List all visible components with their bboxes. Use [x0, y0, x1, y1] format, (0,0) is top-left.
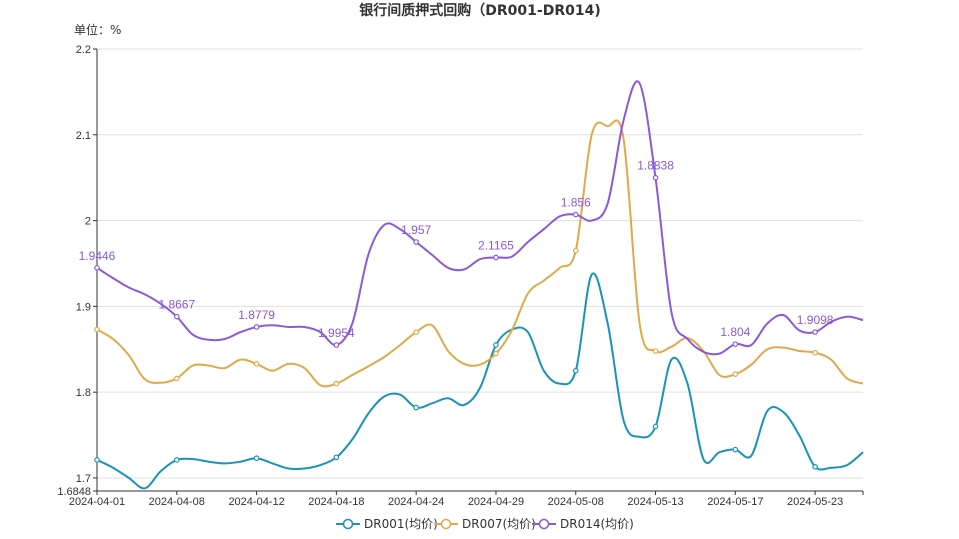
y-tick-label: 1.6848 — [57, 486, 91, 498]
x-tick-label: 2024-05-23 — [787, 496, 843, 508]
data-point — [493, 350, 499, 357]
y-tick-label: 2.1 — [76, 130, 91, 142]
legend-label: DR001(均价) — [364, 517, 438, 531]
series-lines — [96, 80, 864, 490]
legend-item-1[interactable]: DR001(均价) — [336, 517, 438, 531]
data-label: 1.804 — [720, 325, 750, 339]
data-label: 2.1165 — [478, 238, 514, 252]
data-label: 1.8838 — [637, 159, 674, 173]
data-point — [94, 326, 100, 333]
data-point — [732, 446, 739, 453]
data-point — [173, 313, 180, 320]
data-label: 1.856 — [561, 196, 591, 210]
x-tick-label: 2024-04-29 — [468, 496, 524, 508]
series-line-1 — [96, 272, 864, 490]
data-point — [253, 455, 260, 462]
data-point — [812, 464, 818, 470]
data-point — [413, 329, 419, 335]
data-label: 1.9954 — [318, 326, 355, 340]
x-tick-label: 2024-04-12 — [228, 496, 284, 508]
data-point — [413, 404, 419, 411]
legend-marker — [538, 518, 550, 530]
legend-marker — [342, 518, 354, 530]
data-point — [732, 371, 739, 377]
data-point — [732, 341, 739, 347]
data-point — [572, 247, 579, 254]
chart-title: 银行间质押式回购（DR001-DR014) — [359, 2, 600, 19]
legend-item-2[interactable]: DR007(均价) — [434, 517, 536, 531]
data-point — [253, 361, 260, 367]
data-label: 1.8667 — [158, 298, 195, 312]
x-tick-label: 2024-04-18 — [308, 496, 364, 508]
y-tick-label: 1.7 — [76, 473, 91, 485]
series-line-3 — [96, 80, 864, 356]
data-label: 1.957 — [401, 223, 431, 237]
data-point — [652, 174, 659, 181]
x-tick-label: 2024-04-24 — [388, 496, 444, 508]
data-markers — [94, 174, 818, 470]
data-point — [493, 254, 499, 261]
y-tick-label: 2 — [85, 216, 91, 228]
x-tick-label: 2024-04-01 — [69, 496, 125, 508]
legend-marker — [440, 518, 452, 530]
legend-label: DR014(均价) — [560, 517, 634, 531]
data-point — [333, 380, 340, 387]
legend[interactable]: DR001(均价) DR007(均价) DR014(均价) — [336, 517, 634, 531]
data-point — [812, 349, 818, 356]
data-labels: 1.9446 1.8667 1.8779 1.9954 1.957 2.1165 1.856… — [79, 159, 834, 340]
x-tick-label: 2024-05-13 — [627, 496, 683, 508]
data-point — [572, 367, 579, 374]
data-point — [173, 457, 180, 463]
data-point — [572, 211, 579, 218]
data-label: 1.9446 — [79, 249, 116, 263]
data-point — [94, 264, 100, 271]
grid-lines — [97, 48, 863, 479]
data-label: 1.8779 — [238, 308, 275, 322]
x-tick-label: 2024-05-17 — [707, 496, 763, 508]
y-tick-label: 1.9 — [76, 301, 91, 313]
data-point — [493, 342, 499, 348]
x-tick-label: 2024-05-08 — [548, 496, 604, 508]
legend-item-3[interactable]: DR014(均价) — [532, 517, 634, 531]
data-point — [333, 342, 340, 348]
data-point — [173, 375, 180, 382]
x-tick-label: 2024-04-08 — [149, 496, 205, 508]
data-point — [253, 324, 260, 330]
data-point — [652, 423, 659, 430]
data-point — [652, 348, 659, 354]
data-point — [812, 329, 818, 335]
data-label: 1.9098 — [797, 313, 834, 327]
data-point — [94, 457, 100, 463]
data-point — [413, 239, 419, 245]
y-tick-label: 1.8 — [76, 387, 91, 399]
y-tick-label: 2.2 — [76, 44, 91, 56]
y-unit-label: 单位：% — [74, 22, 121, 37]
data-point — [333, 454, 340, 461]
legend-label: DR007(均价) — [462, 517, 536, 531]
